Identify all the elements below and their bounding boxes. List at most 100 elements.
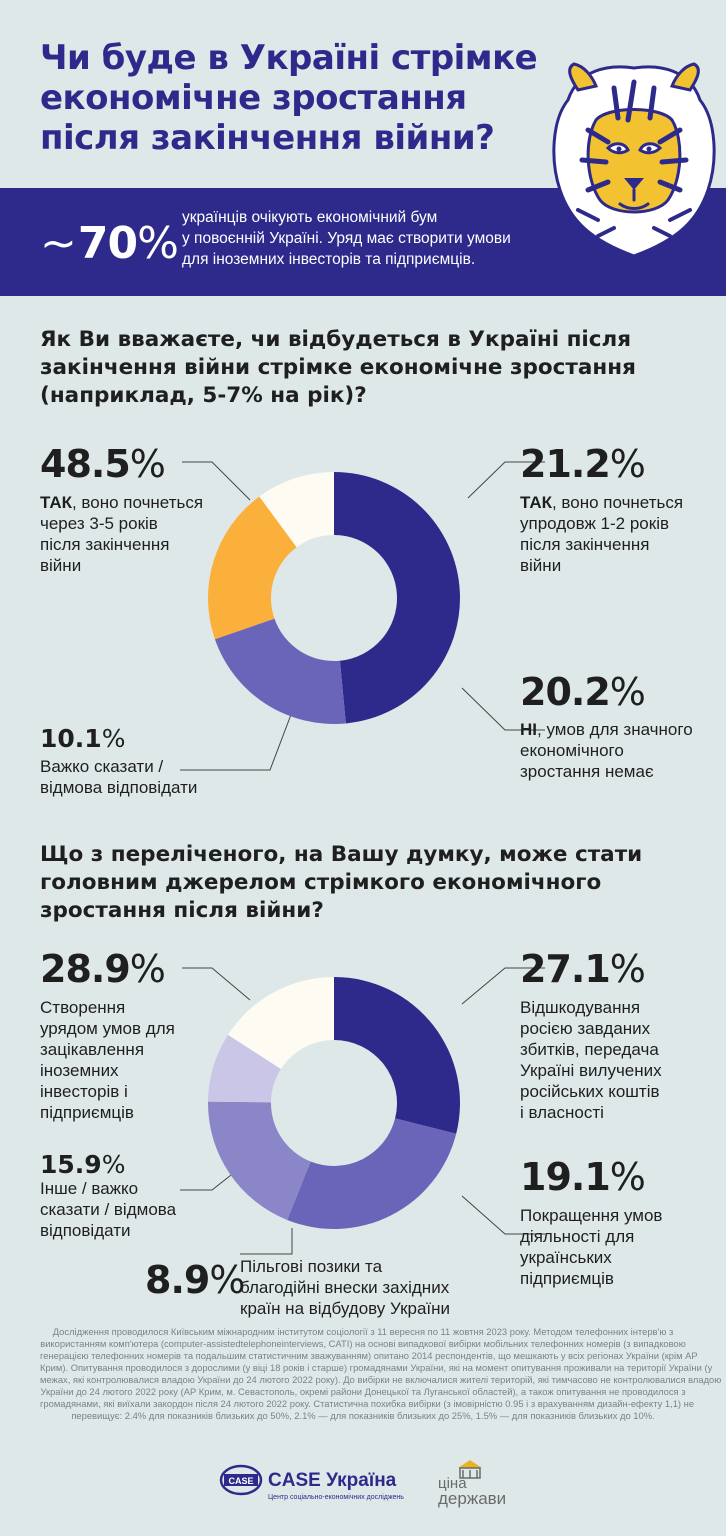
chart-2-label-2: Відшкодування росією завданих збитків, п… — [520, 997, 662, 1123]
label-line: збитків, передача — [520, 1040, 659, 1059]
label-line: благодійні внески західних — [240, 1278, 450, 1297]
cina-derzhavy-logo: ціна держави — [438, 1460, 506, 1508]
chart-1-label-3: НІ, умов для значного економічного зрост… — [520, 719, 693, 782]
chart-1-pct-1: 48.5% — [40, 442, 166, 486]
label-line: Пільгові позики та — [240, 1257, 383, 1276]
title-line: Чи буде в Україні стрімке — [40, 38, 538, 78]
question-2: Що з переліченого, на Вашу думку, може с… — [40, 841, 700, 925]
label-line: російських коштів — [520, 1082, 660, 1101]
question-line: Що з переліченого, на Вашу думку, може с… — [40, 842, 643, 867]
label-line: Відшкодування — [520, 998, 641, 1017]
footnote-line: генерацією телефонних номерів та подальш… — [40, 1350, 698, 1361]
label-line: економічного — [520, 741, 624, 760]
banner-text-line: українців очікують економічний бум — [182, 209, 438, 226]
footnote-line: Крим). Опитування проводилося з дорослим… — [40, 1362, 713, 1373]
question-line: Як Ви вважаєте, чи відбудеться в Україні… — [40, 327, 632, 352]
footnote-line: Дослідження проводилося Київським міжнар… — [52, 1326, 674, 1337]
label-line: сказати / відмова — [40, 1200, 177, 1219]
chart-2-pct-3: 19.1% — [520, 1155, 646, 1199]
chart-1-label-1: ТАК, воно почнеться через 3-5 років післ… — [40, 492, 203, 576]
chart-1-label-2: ТАК, воно почнеться упродовж 1-2 років п… — [520, 492, 683, 576]
label-line: зацікавлення — [40, 1040, 145, 1059]
question-line: закінчення війни стрімке економічне зрос… — [40, 355, 636, 380]
label-line: , воно почнеться — [71, 493, 204, 512]
chart-1-label-4: Важко сказати / відмова відповідати — [40, 756, 197, 798]
methodology-footnote: Дослідження проводилося Київським міжнар… — [40, 1326, 722, 1422]
label-line: Важко сказати / — [40, 757, 164, 776]
label-line: підприємців — [520, 1269, 614, 1288]
footnote-line: використанням комп'ютера (computer-assis… — [40, 1338, 686, 1349]
label-line: інвесторів і — [40, 1082, 128, 1101]
label-line: після закінчення — [40, 535, 170, 554]
label-bold: НІ — [520, 720, 537, 739]
label-line: підприємців — [40, 1103, 134, 1122]
question-line: головним джерелом стрімкого економічного — [40, 870, 602, 895]
chart-2-label-5: Інше / важко сказати / відмова відповіда… — [40, 1178, 176, 1241]
chart-2-label-3: Покращення умов діяльності для українськ… — [520, 1205, 662, 1289]
footnote-line: межах, які контролювалися владою України… — [40, 1374, 722, 1385]
label-line: , умов для значного — [537, 720, 693, 739]
chart-1-donut — [207, 472, 461, 724]
banner-tilde: ~ — [40, 218, 77, 269]
cina-line-1: ціна — [438, 1475, 467, 1492]
partner-logos: CASE CASE Україна Центр соціально-економ… — [219, 1460, 506, 1508]
label-line: Створення — [40, 998, 126, 1017]
chart-2-pct-5: 15.9% — [40, 1150, 126, 1179]
chart-1-pct-2: 21.2% — [520, 442, 646, 486]
pct-value: 21.2 — [520, 442, 611, 486]
chart-2-pct-4: 8.9% — [145, 1258, 245, 1302]
label-line: війни — [520, 556, 562, 575]
pct-value: 19.1 — [520, 1155, 611, 1199]
label-line: відповідати — [40, 1221, 131, 1240]
pct-value: 27.1 — [520, 947, 611, 991]
label-line: іноземних — [40, 1061, 119, 1080]
chart-2-slice-1 — [334, 977, 460, 1134]
label-line: Покращення умов — [520, 1206, 663, 1225]
banner-text-line: для іноземних інвесторів та підприємців. — [182, 251, 476, 268]
pct-value: 20.2 — [520, 670, 611, 714]
label-line: діяльності для — [520, 1227, 635, 1246]
banner-percentage: ~70% — [40, 218, 179, 269]
label-line: через 3-5 років — [40, 514, 158, 533]
chart-1-pct-3: 20.2% — [520, 670, 646, 714]
label-bold: ТАК — [520, 493, 552, 512]
label-line: Україні вилучених — [520, 1061, 662, 1080]
banner-text: українців очікують економічний бум у пов… — [182, 207, 582, 270]
label-line: після закінчення — [520, 535, 650, 554]
chart-2-slice-5 — [227, 977, 334, 1069]
case-name: CASE Україна — [268, 1470, 397, 1491]
label-line: країн на відбудову України — [240, 1299, 451, 1318]
banner-value: 70 — [77, 218, 138, 269]
chart-1-pct-4: 10.1% — [40, 724, 126, 753]
chart-2-donut — [208, 977, 460, 1229]
chart-2-pct-1: 28.9% — [40, 947, 166, 991]
label-line: війни — [40, 556, 82, 575]
label-line: зростання немає — [520, 762, 654, 781]
chart-2-label-1: Створення урядом умов для зацікавлення і… — [40, 997, 175, 1123]
question-line: зростання після війни? — [40, 898, 324, 923]
label-line: росією завданих — [520, 1019, 651, 1038]
pct-value: 10.1 — [40, 724, 102, 753]
footnote-line: України до 24 лютого 2022 року (АР Крим,… — [40, 1386, 686, 1397]
cina-line-2: держави — [438, 1489, 506, 1508]
chart-1-slice-4 — [259, 472, 334, 548]
pct-value: 48.5 — [40, 442, 131, 486]
question-1: Як Ви вважаєте, чи відбудеться в Україні… — [40, 326, 700, 410]
label-line: відмова відповідати — [40, 778, 198, 797]
footnote-line: перевищує: 2.4% для показників близьких … — [71, 1410, 655, 1421]
chart-1-slice-3 — [207, 496, 297, 640]
page-title: Чи буде в Україні стрімке економічне зро… — [40, 38, 560, 158]
label-line: Інше / важко — [40, 1179, 139, 1198]
case-badge-text: CASE — [228, 1476, 253, 1486]
chart-2-slice-2 — [287, 1118, 457, 1229]
title-line: економічне зростання — [40, 78, 467, 118]
title-line: після закінчення війни? — [40, 118, 495, 158]
chart-1-slice-2 — [214, 618, 346, 724]
banner-percent-sign: % — [137, 218, 179, 269]
chart-1-slice-1 — [334, 472, 461, 724]
label-line: урядом умов для — [40, 1019, 175, 1038]
case-subtitle: Центр соціально-економічних досліджень — [268, 1493, 404, 1501]
pct-value: 28.9 — [40, 947, 131, 991]
case-logo: CASE CASE Україна Центр соціально-економ… — [219, 1464, 404, 1501]
label-line: упродовж 1-2 років — [520, 514, 669, 533]
